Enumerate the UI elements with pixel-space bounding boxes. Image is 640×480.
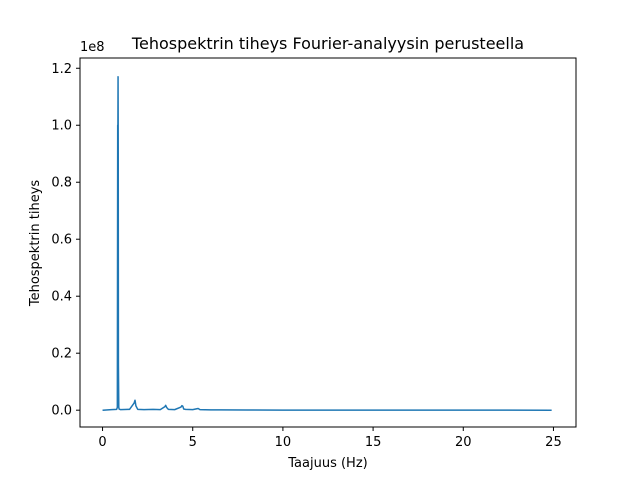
x-tick-label: 5	[189, 435, 197, 450]
y-tick-label: 1.0	[51, 119, 72, 134]
x-tick-label: 15	[365, 435, 382, 450]
y-tick-label: 0.6	[51, 233, 72, 248]
plot-area	[79, 57, 577, 428]
y-offset-text: 1e8	[80, 40, 105, 55]
plot-frame	[79, 57, 577, 428]
y-tick-label: 0.8	[51, 176, 72, 191]
x-tick-label: 10	[275, 435, 292, 450]
y-tick-label: 0.0	[51, 404, 72, 419]
series-line	[102, 76, 552, 411]
x-axis: 0 5 10 15 20 25	[98, 427, 562, 450]
y-tick-label: 0.2	[51, 347, 72, 362]
x-tick-label: 20	[455, 435, 472, 450]
y-tick-label: 1.2	[51, 62, 72, 77]
y-tick-label: 0.4	[51, 290, 72, 305]
x-axis-label: Taajuus (Hz)	[287, 456, 367, 471]
x-tick-label: 0	[98, 435, 106, 450]
series-group	[102, 76, 552, 411]
y-axis: 0.0 0.2 0.4 0.6 0.8 1.0 1.2	[51, 62, 80, 419]
x-tick-label: 25	[545, 435, 562, 450]
y-axis-label: Tehospektrin tiheys	[28, 180, 43, 308]
chart-title: Tehospektrin tiheys Fourier-analyysin pe…	[131, 34, 524, 53]
